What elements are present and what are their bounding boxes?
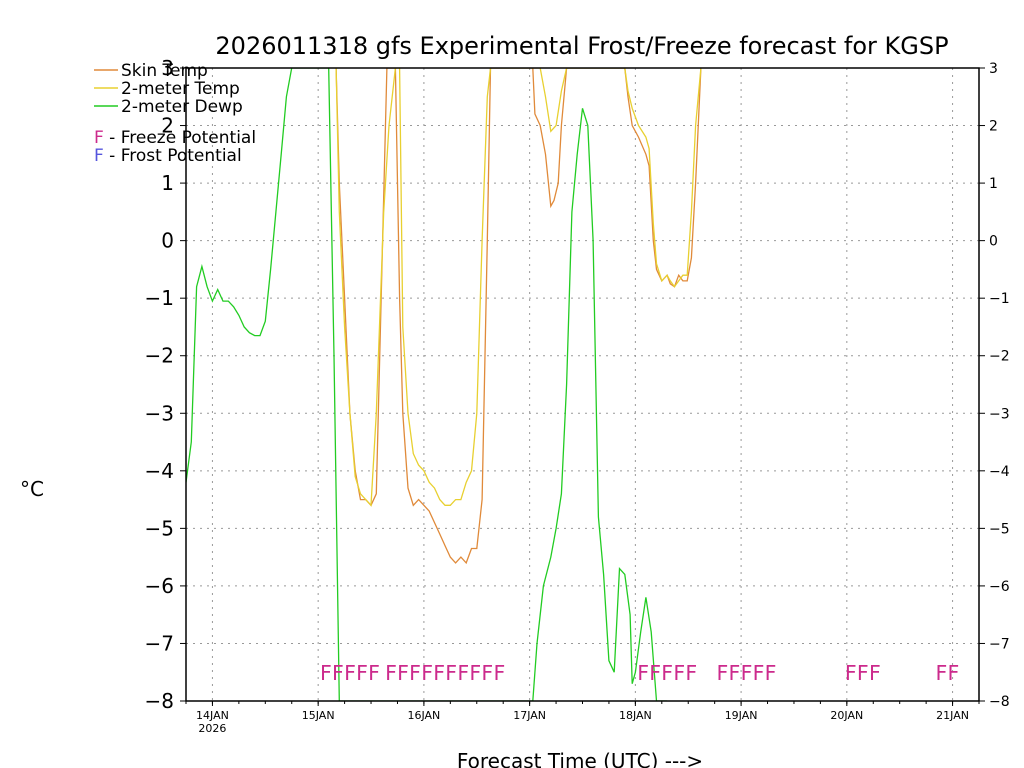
freeze-potential-marker: FFFFF xyxy=(637,661,697,685)
x-tick-label: 16JAN xyxy=(407,709,440,722)
plot-frame xyxy=(185,67,980,702)
potential-legend-text: - Freeze Potential xyxy=(104,128,256,148)
potential-legend-text: - Frost Potential xyxy=(104,146,242,166)
y-tick-label-left: −8 xyxy=(145,689,174,713)
x-tick-label: 15JAN xyxy=(302,709,335,722)
grid-lines xyxy=(186,68,979,701)
legend-label: 2-meter Dewp xyxy=(121,97,243,117)
y-tick-label-left: 1 xyxy=(161,171,174,195)
freeze-potential-marker: FFFFFFFFFF xyxy=(385,661,505,685)
y-tick-label-right: −8 xyxy=(989,694,1010,710)
freeze-potential-marker: FFFFF xyxy=(716,661,776,685)
y-tick-label-left: −2 xyxy=(145,344,174,368)
freeze-potential-marker: FF xyxy=(935,661,959,685)
series-lines xyxy=(186,68,702,701)
y-tick-label-left: 2 xyxy=(161,114,174,138)
y-tick-label-right: −7 xyxy=(989,636,1010,652)
y-tick-label-right: 0 xyxy=(989,234,998,250)
y-tick-label-left: −7 xyxy=(145,631,174,655)
y-tick-label-right: −5 xyxy=(989,521,1010,537)
series-line-2-meter-temp xyxy=(335,68,702,507)
y-tick-label-right: −4 xyxy=(989,464,1010,480)
y-tick-label-left: 0 xyxy=(161,229,174,253)
y-tick-label-right: −2 xyxy=(989,349,1010,365)
series-line-skin-temp xyxy=(335,68,702,565)
y-tick-label-left: −6 xyxy=(145,574,174,598)
legend-label: 2-meter Temp xyxy=(121,79,240,99)
y-tick-label-left: −3 xyxy=(145,401,174,425)
y-tick-label-right: 1 xyxy=(989,176,998,192)
y-tick-label-right: −3 xyxy=(989,406,1010,422)
y-tick-label-left: 3 xyxy=(161,56,174,80)
x-tick-label: 14JAN xyxy=(196,709,229,722)
legend-label: Skin Temp xyxy=(121,61,208,81)
potential-legend-letter: F xyxy=(94,146,104,166)
x-tick-sublabel: 2026 xyxy=(198,722,226,735)
y-tick-label-right: 3 xyxy=(989,61,998,77)
y-tick-label-left: −5 xyxy=(145,516,174,540)
x-tick-label: 17JAN xyxy=(513,709,546,722)
y-tick-label-right: 2 xyxy=(989,119,998,135)
y-tick-label-right: −6 xyxy=(989,579,1010,595)
x-axis-label: Forecast Time (UTC) ---> xyxy=(457,749,703,768)
potential-legend-letter: F xyxy=(94,128,104,148)
x-tick-label: 21JAN xyxy=(936,709,969,722)
x-tick-label: 18JAN xyxy=(619,709,652,722)
freeze-potential-marker: FFFFF xyxy=(320,661,380,685)
series-line-2-meter-dewp xyxy=(186,68,668,701)
y-tick-label-left: −1 xyxy=(145,286,174,310)
y-tick-label-left: −4 xyxy=(145,459,174,483)
y-axis-label: °C xyxy=(20,477,44,501)
chart-title: 2026011318 gfs Experimental Frost/Freeze… xyxy=(215,32,948,60)
x-tick-label: 19JAN xyxy=(725,709,758,722)
freeze-potential-marker: FFF xyxy=(845,661,881,685)
potential-legend-entry: F - Freeze Potential xyxy=(94,128,256,148)
x-tick-label: 20JAN xyxy=(830,709,863,722)
axis-ticks: −8 −8 −7 −7 −6 −6 −5 −5 −4 −4 −3 −3 −2 −2 −1 −1 0 0 1 1 2 2 3 3… xyxy=(145,56,1010,735)
potential-markers: FFFFF FFFFFFFFFF FFFFF FFFFF FFF FF xyxy=(320,661,960,685)
potential-legend-entry: F - Frost Potential xyxy=(94,146,242,166)
y-tick-label-right: −1 xyxy=(989,291,1010,307)
